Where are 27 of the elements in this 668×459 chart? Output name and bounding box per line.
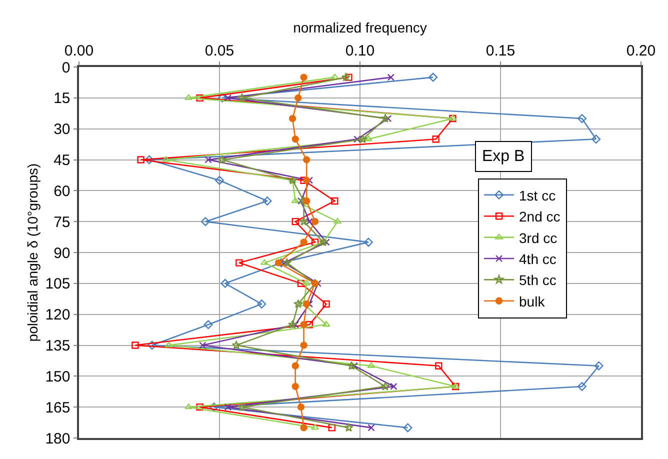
y-tick-label: 0 xyxy=(62,59,70,76)
x-tick-label: 0.10 xyxy=(345,42,375,60)
y-tick-label: 120 xyxy=(45,306,70,324)
y-tick-label: 105 xyxy=(45,276,70,293)
legend-label: 3rd cc xyxy=(519,230,558,246)
legend-label: 2nd cc xyxy=(519,208,560,225)
legend-label: 1st cc xyxy=(519,187,556,204)
legend-label: bulk xyxy=(519,293,546,310)
y-tick-label: 75 xyxy=(54,214,70,231)
y-tick-label: 90 xyxy=(54,244,70,262)
y-tick-label: 15 xyxy=(54,90,70,108)
y-tick-label: 60 xyxy=(54,182,70,200)
x-tick-label: 0.00 xyxy=(64,42,94,60)
y-tick-label: 180 xyxy=(45,430,70,448)
x-tick-label: 0.20 xyxy=(626,42,656,60)
legend-label: 4th cc xyxy=(519,250,556,267)
legend-title: Exp B xyxy=(482,148,525,165)
y-tick-label: 135 xyxy=(45,338,70,354)
y-tick-label: 150 xyxy=(45,368,70,386)
x-tick-label: 0.15 xyxy=(486,42,516,60)
y-axis-title: poloidial angle δ (10°groups) xyxy=(24,163,40,342)
y-tick-label: 165 xyxy=(45,399,70,416)
x-tick-label: 0.05 xyxy=(204,42,234,60)
y-tick-label: 45 xyxy=(54,152,70,169)
legend-label: 5th cc xyxy=(519,272,556,288)
y-tick-label: 30 xyxy=(54,121,70,138)
x-axis-title: normalized frequency xyxy=(293,19,427,36)
